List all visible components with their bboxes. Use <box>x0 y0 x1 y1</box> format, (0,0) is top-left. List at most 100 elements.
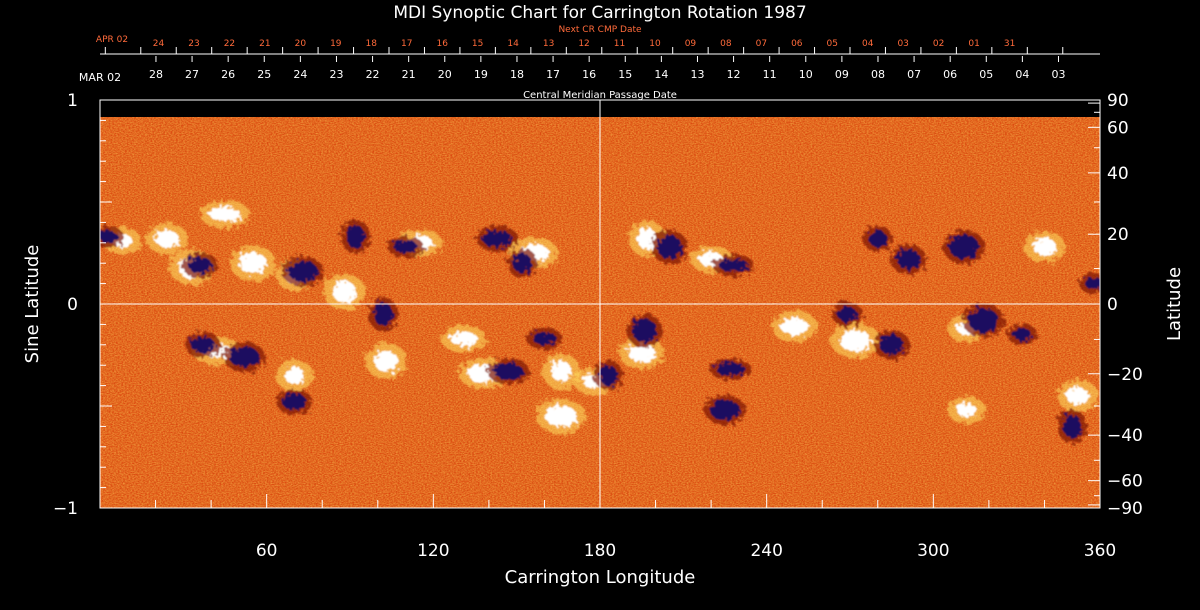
cmp-date-label: 13 <box>690 68 704 81</box>
cmp-start-label: MAR 02 <box>79 71 121 84</box>
cmp-date-label: 10 <box>799 68 813 81</box>
positive-region <box>551 360 572 383</box>
y-right-tick-label: −90 <box>1107 499 1143 519</box>
x-tick-label: 360 <box>1084 541 1116 561</box>
cmp-date-label: 11 <box>763 68 777 81</box>
positive-region <box>449 331 478 346</box>
positive-region <box>374 350 399 373</box>
x-tick-label: 180 <box>584 541 616 561</box>
cmp-axis-title: Central Meridian Passage Date <box>523 90 677 101</box>
y-left-tick-label: −1 <box>53 499 78 519</box>
next-cmp-date-label: 01 <box>968 39 979 49</box>
y-right-tick-label: 20 <box>1107 225 1129 245</box>
y-axis-right-label: Latitude <box>1164 267 1185 341</box>
negative-region <box>229 347 260 368</box>
cmp-date-label: 12 <box>727 68 741 81</box>
next-cmp-date-label: 18 <box>366 39 378 49</box>
chart-title: MDI Synoptic Chart for Carrington Rotati… <box>393 3 806 23</box>
x-tick-label: 120 <box>417 541 449 561</box>
negative-region <box>532 332 557 345</box>
x-tick-label: 60 <box>256 541 278 561</box>
next-cmp-date-label: 11 <box>614 39 625 49</box>
cmp-date-label: 21 <box>402 68 416 81</box>
positive-region <box>209 207 241 222</box>
next-cmp-date-label: 22 <box>224 39 235 49</box>
next-cmp-date-label: 24 <box>153 39 165 49</box>
next-cmp-date-label: 16 <box>436 39 448 49</box>
positive-region <box>956 403 977 418</box>
cmp-date-label: 14 <box>654 68 668 81</box>
negative-region <box>710 400 740 421</box>
cmp-date-label: 27 <box>185 68 199 81</box>
next-cmp-date-label: 14 <box>507 39 519 49</box>
next-cmp-date-label: 17 <box>401 39 412 49</box>
positive-region <box>627 343 656 362</box>
next-cmp-date-label: 07 <box>756 39 767 49</box>
negative-region <box>632 318 657 343</box>
x-axis-label: Carrington Longitude <box>505 567 696 588</box>
x-tick-label: 240 <box>750 541 782 561</box>
cmp-date-label: 20 <box>438 68 452 81</box>
y-left-tick-label: 0 <box>67 295 78 315</box>
next-cmp-date-label: 09 <box>685 39 697 49</box>
y-axis-left: 1 0 −1 <box>53 91 112 519</box>
negative-region <box>393 240 418 253</box>
negative-region <box>493 363 524 380</box>
x-tick-label: 300 <box>917 541 949 561</box>
next-cmp-date-label: 13 <box>543 39 554 49</box>
negative-region <box>718 259 749 272</box>
positive-region <box>545 405 578 428</box>
positive-region <box>332 280 357 303</box>
positive-region <box>780 317 809 336</box>
negative-region <box>1013 328 1032 341</box>
negative-region <box>896 249 921 270</box>
next-cmp-date-label: 06 <box>791 39 803 49</box>
next-cmp-date-label: 23 <box>188 39 199 49</box>
x-axis: 60 120 180 240 300 360 <box>99 494 1116 561</box>
negative-region <box>948 234 979 259</box>
next-cmp-date-label: 15 <box>472 39 483 49</box>
next-cmp-date-label: 04 <box>862 39 874 49</box>
cmp-date-label: 24 <box>293 68 307 81</box>
positive-region <box>1032 237 1057 256</box>
next-cmp-date-label: 10 <box>649 39 661 49</box>
y-right-tick-label: −40 <box>1107 426 1143 446</box>
negative-region <box>513 253 532 274</box>
next-cmp-date-label: 20 <box>295 39 307 49</box>
cmp-date-label: 04 <box>1015 68 1029 81</box>
negative-region <box>282 393 307 410</box>
positive-region <box>154 229 179 248</box>
negative-region <box>838 306 857 323</box>
next-cmp-axis-title: Next CR CMP Date <box>558 25 642 35</box>
y-right-tick-label: −20 <box>1107 365 1143 385</box>
cmp-date-label: 22 <box>366 68 380 81</box>
cmp-date-label: 23 <box>329 68 343 81</box>
y-right-tick-label: −60 <box>1107 472 1143 492</box>
next-cmp-date-label: 21 <box>259 39 270 49</box>
cmp-date-label: 06 <box>943 68 957 81</box>
next-cmp-date-label: 12 <box>578 39 589 49</box>
cmp-date-label: 09 <box>835 68 849 81</box>
cmp-date-label: 28 <box>149 68 163 81</box>
negative-region <box>715 363 746 376</box>
negative-region <box>599 365 618 386</box>
next-cmp-date-label: 08 <box>720 39 732 49</box>
cmp-date-label: 16 <box>582 68 596 81</box>
cmp-date-label: 05 <box>979 68 993 81</box>
cmp-date-label: 17 <box>546 68 560 81</box>
negative-region <box>1063 414 1082 439</box>
positive-region <box>284 366 305 385</box>
negative-region <box>188 257 212 274</box>
cmp-date-label: 19 <box>474 68 488 81</box>
negative-region <box>346 224 365 249</box>
cmp-date-label: 25 <box>257 68 271 81</box>
y-axis-left-label: Sine Latitude <box>22 245 43 364</box>
cmp-date-label: 15 <box>618 68 632 81</box>
next-cmp-date-label: 19 <box>330 39 342 49</box>
next-cmp-date-label: 02 <box>933 39 944 49</box>
negative-region <box>190 336 215 353</box>
negative-region <box>482 230 513 247</box>
negative-region <box>968 308 999 333</box>
next-cmp-date-label: 03 <box>897 39 908 49</box>
negative-region <box>868 230 887 247</box>
